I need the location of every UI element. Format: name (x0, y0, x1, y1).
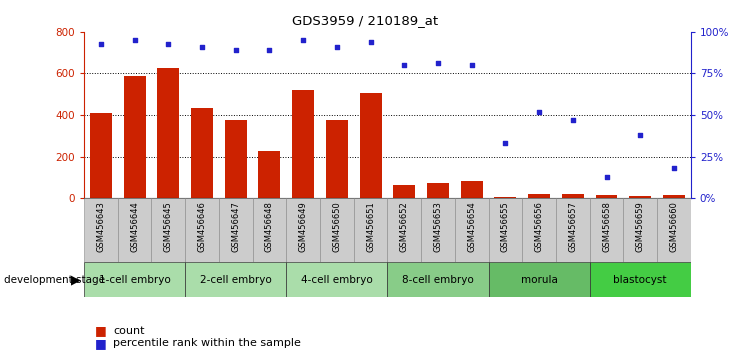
Bar (421, 198, 455, 262)
Bar (185, 198, 219, 262)
Bar (387, 262, 488, 297)
Text: 2-cell embryo: 2-cell embryo (200, 275, 272, 285)
Text: GSM456657: GSM456657 (568, 201, 577, 252)
Bar (292, 90, 314, 198)
Text: ■: ■ (95, 337, 107, 350)
Text: GSM456660: GSM456660 (670, 201, 678, 252)
Bar (326, 120, 348, 198)
Point (162, 41, 174, 46)
Bar (360, 93, 382, 198)
Text: GSM456646: GSM456646 (197, 201, 207, 252)
Bar (657, 198, 691, 262)
Bar (455, 198, 488, 262)
Bar (556, 198, 590, 262)
Point (668, 165, 680, 171)
Bar (191, 108, 213, 198)
Bar (427, 183, 449, 198)
Point (298, 37, 309, 43)
Text: GSM456644: GSM456644 (130, 201, 139, 252)
Bar (590, 262, 691, 297)
Text: GSM456654: GSM456654 (467, 201, 476, 252)
Point (129, 37, 140, 43)
Bar (562, 194, 584, 198)
Text: GSM456655: GSM456655 (501, 201, 510, 252)
Bar (596, 195, 618, 198)
Point (230, 47, 241, 53)
Text: 4-cell embryo: 4-cell embryo (301, 275, 373, 285)
Text: GSM456648: GSM456648 (265, 201, 274, 252)
Bar (151, 198, 185, 262)
Text: 1-cell embryo: 1-cell embryo (99, 275, 170, 285)
Text: GSM456659: GSM456659 (636, 201, 645, 252)
Text: GSM456652: GSM456652 (400, 201, 409, 252)
Bar (461, 181, 482, 198)
Text: GSM456650: GSM456650 (333, 201, 341, 252)
Bar (488, 262, 590, 297)
Bar (663, 195, 685, 198)
Bar (185, 262, 287, 297)
Point (567, 117, 579, 123)
Point (398, 62, 410, 68)
Bar (253, 198, 287, 262)
Bar (118, 198, 151, 262)
Text: GSM456643: GSM456643 (96, 201, 105, 252)
Text: 8-cell embryo: 8-cell embryo (402, 275, 474, 285)
Bar (590, 198, 624, 262)
Point (264, 47, 276, 53)
Bar (287, 262, 387, 297)
Point (533, 109, 545, 115)
Point (95, 41, 107, 46)
Text: GSM456653: GSM456653 (433, 201, 442, 252)
Bar (522, 198, 556, 262)
Point (196, 44, 208, 50)
Bar (629, 196, 651, 198)
Bar (84, 262, 185, 297)
Point (635, 132, 646, 138)
Bar (320, 198, 354, 262)
Bar (387, 198, 421, 262)
Bar (494, 197, 516, 198)
Text: ■: ■ (95, 325, 107, 337)
Text: ▶: ▶ (71, 273, 80, 286)
Bar (624, 198, 657, 262)
Bar (529, 194, 550, 198)
Bar (90, 113, 112, 198)
Text: GSM456649: GSM456649 (299, 201, 308, 252)
Text: GDS3959 / 210189_at: GDS3959 / 210189_at (292, 14, 439, 27)
Text: GSM456651: GSM456651 (366, 201, 375, 252)
Bar (157, 68, 179, 198)
Point (432, 61, 444, 66)
Text: GSM456645: GSM456645 (164, 201, 173, 252)
Text: morula: morula (520, 275, 558, 285)
Bar (354, 198, 387, 262)
Bar (393, 185, 415, 198)
Text: GSM456656: GSM456656 (534, 201, 544, 252)
Text: percentile rank within the sample: percentile rank within the sample (113, 338, 301, 348)
Text: count: count (113, 326, 145, 336)
Bar (488, 198, 522, 262)
Text: development stage: development stage (4, 275, 105, 285)
Bar (219, 198, 253, 262)
Text: GSM456647: GSM456647 (231, 201, 240, 252)
Bar (259, 152, 281, 198)
Bar (84, 198, 118, 262)
Point (601, 174, 613, 179)
Text: blastocyst: blastocyst (613, 275, 667, 285)
Point (466, 62, 477, 68)
Text: GSM456658: GSM456658 (602, 201, 611, 252)
Point (365, 39, 376, 45)
Bar (225, 120, 246, 198)
Bar (124, 75, 145, 198)
Point (499, 141, 511, 146)
Point (331, 44, 343, 50)
Bar (287, 198, 320, 262)
